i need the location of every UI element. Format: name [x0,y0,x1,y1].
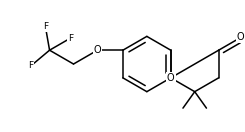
Text: F: F [68,34,73,43]
Text: F: F [43,22,48,31]
Text: O: O [237,32,245,43]
Text: O: O [94,45,101,55]
Text: O: O [167,73,175,83]
Text: F: F [28,61,34,70]
